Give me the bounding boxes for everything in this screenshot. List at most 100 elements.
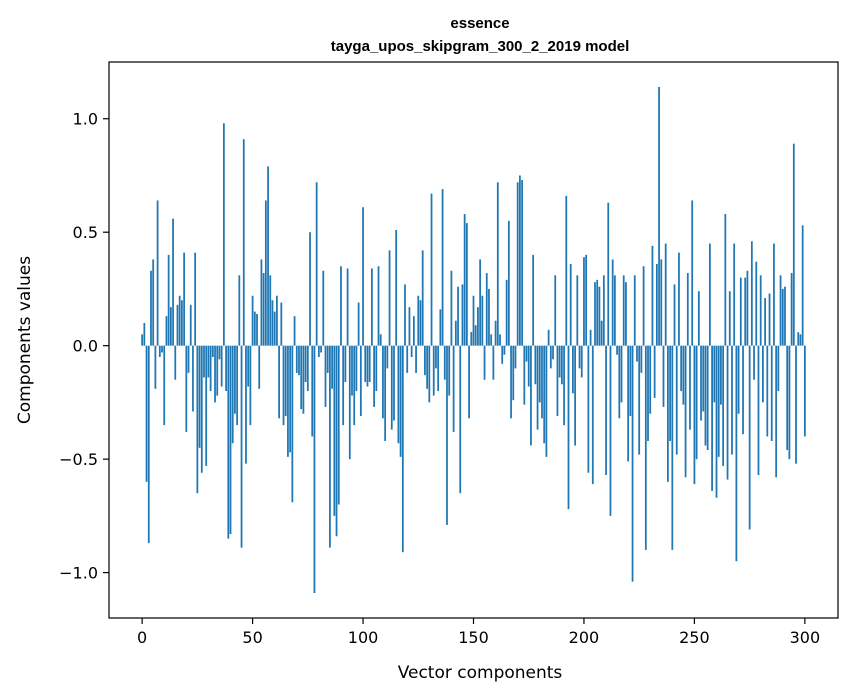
x-axis: 0 50 100 150 200 250 300: [137, 618, 820, 647]
bar-227: [642, 266, 645, 346]
bar-57: [267, 166, 269, 346]
bar-99: [359, 345, 362, 417]
bar-105: [373, 345, 375, 407]
bar-177: [532, 254, 535, 346]
bar-248: [689, 345, 691, 430]
bar-104: [371, 268, 373, 346]
bar-168: [512, 345, 515, 401]
bar-149: [470, 332, 473, 346]
bar-78: [313, 345, 316, 594]
bar-167: [510, 345, 512, 419]
bar-61: [276, 295, 278, 346]
bar-54: [260, 259, 263, 346]
bar-213: [611, 259, 614, 346]
bar-262: [720, 345, 722, 405]
bar-3: [147, 345, 150, 544]
bar-103: [368, 345, 371, 382]
bar-274: [746, 270, 749, 346]
bar-125: [417, 295, 420, 346]
bar-290: [781, 288, 784, 346]
bar-198: [578, 345, 581, 369]
x-tick-label: 150: [458, 628, 489, 647]
bar-255: [704, 345, 707, 446]
bar-220: [627, 345, 630, 462]
bar-237: [664, 243, 667, 346]
bar-215: [616, 345, 618, 355]
bar-158: [490, 334, 493, 346]
bar-30: [207, 345, 210, 378]
bar-29: [205, 345, 208, 466]
bar-138: [446, 345, 448, 525]
bar-2: [145, 345, 148, 482]
bar-62: [278, 345, 280, 419]
bar-243: [678, 252, 680, 346]
bar-131: [430, 193, 433, 346]
bar-124: [415, 345, 417, 373]
bar-160: [494, 320, 497, 346]
bar-137: [443, 345, 446, 380]
bar-143: [457, 286, 459, 346]
bar-194: [569, 263, 572, 346]
bar-90: [340, 266, 342, 346]
bar-268: [733, 243, 736, 346]
bar-200: [583, 257, 585, 346]
bar-166: [507, 220, 510, 346]
bar-33: [214, 345, 216, 403]
bar-85: [329, 345, 331, 548]
bar-132: [432, 345, 435, 396]
x-tick-label: 50: [242, 628, 262, 647]
bar-63: [280, 302, 283, 346]
bar-187: [554, 275, 557, 346]
bar-282: [764, 298, 766, 346]
bar-178: [534, 345, 537, 385]
x-tick-label: 200: [569, 628, 600, 647]
bar-212: [609, 345, 612, 516]
bar-35: [218, 345, 221, 360]
bar-42: [234, 345, 236, 414]
bar-193: [567, 345, 570, 510]
bar-69: [293, 316, 296, 346]
bar-275: [748, 345, 751, 530]
bar-87: [333, 345, 336, 516]
bar-49: [249, 345, 252, 426]
chart-subtitle: tayga_upos_skipgram_300_2_2019 model: [331, 38, 630, 55]
bar-71: [298, 345, 300, 376]
bar-18: [181, 300, 183, 346]
bar-233: [655, 263, 658, 346]
bar-277: [753, 345, 755, 380]
bar-171: [519, 175, 521, 346]
bar-100: [362, 207, 364, 346]
bar-272: [742, 345, 744, 435]
bar-203: [589, 329, 592, 346]
y-axis-label: Components values: [15, 256, 35, 424]
bar-98: [357, 302, 360, 346]
bar-119: [404, 284, 406, 346]
bar-84: [326, 345, 329, 373]
bar-96: [353, 345, 356, 426]
bar-191: [563, 345, 565, 426]
bar-17: [178, 295, 181, 346]
bar-73: [302, 345, 305, 414]
y-tick-label: −1.0: [59, 564, 98, 583]
bar-195: [572, 345, 574, 394]
bar-252: [697, 291, 700, 346]
bar-155: [483, 345, 486, 380]
bar-280: [759, 275, 762, 346]
bar-79: [315, 182, 318, 346]
bar-164: [503, 345, 506, 355]
bar-216: [618, 345, 621, 419]
bar-82: [322, 270, 325, 346]
bar-211: [607, 202, 610, 346]
bar-38: [225, 345, 227, 392]
bar-225: [638, 345, 641, 455]
bar-294: [790, 273, 793, 346]
bar-70: [295, 345, 298, 373]
bar-24: [194, 252, 197, 346]
bar-92: [344, 345, 347, 382]
bar-94: [348, 345, 351, 460]
bar-43: [236, 345, 239, 426]
bar-39: [227, 345, 230, 539]
bar-10: [163, 345, 166, 426]
bar-241: [673, 284, 676, 346]
bar-209: [602, 275, 605, 346]
